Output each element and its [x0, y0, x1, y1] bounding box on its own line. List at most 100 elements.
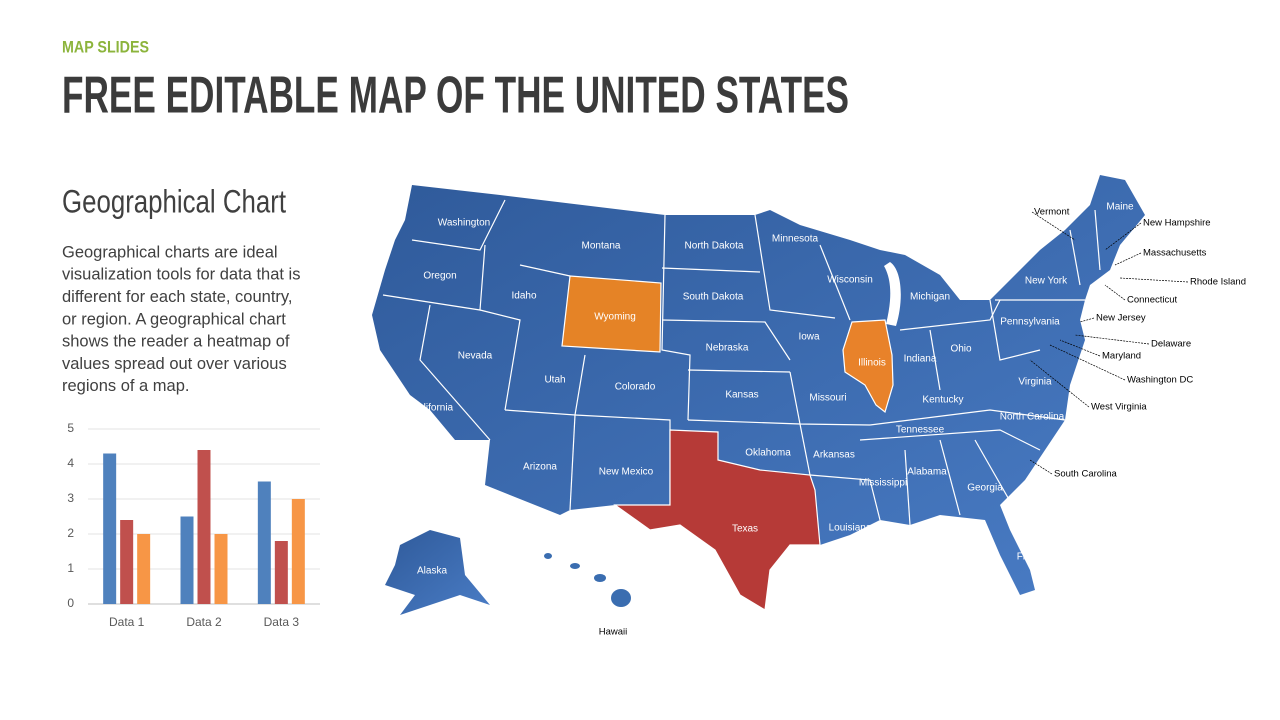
leader-line — [1119, 277, 1189, 283]
wyoming-highlight — [561, 275, 662, 353]
state-callout: South Carolina — [1054, 469, 1118, 480]
state-label: New Mexico — [599, 467, 654, 478]
body-line: different for each state, country, — [62, 288, 293, 306]
body-line: Geographical charts are ideal — [62, 243, 278, 261]
leader-line — [1031, 211, 1076, 241]
state-label: Missouri — [809, 393, 846, 404]
body-text: Geographical charts are ideal visualizati… — [62, 243, 300, 395]
state-label: Georgia — [967, 483, 1003, 494]
state-label: North Dakota — [685, 241, 744, 252]
state-callout: Vermont — [1034, 207, 1070, 218]
body-line: or region. A geographical chart — [62, 310, 286, 328]
x-tick-label: Data 3 — [264, 615, 300, 629]
leader-line — [1114, 252, 1142, 266]
y-tick-label: 1 — [67, 561, 74, 575]
leader-line — [1104, 284, 1126, 301]
state-label: Indiana — [904, 354, 937, 365]
state-label: New York — [1025, 276, 1068, 287]
bar — [180, 516, 194, 604]
state-callout: Washington DC — [1127, 375, 1193, 386]
state-label: Louisiana — [829, 523, 872, 534]
state-label: Illinois — [858, 358, 886, 369]
state-label: Wisconsin — [827, 275, 873, 286]
state-label: Michigan — [910, 292, 950, 303]
texas-highlight — [613, 429, 821, 611]
illinois-highlight — [842, 319, 894, 414]
state-label: South Dakota — [683, 292, 744, 303]
state-label: California — [411, 403, 454, 414]
state-label: Kansas — [725, 390, 758, 401]
state-label: Arkansas — [813, 450, 855, 461]
state-callout: Connecticut — [1127, 295, 1178, 306]
state-label: Florida — [1017, 552, 1048, 563]
state-label: North Carolina — [1000, 412, 1065, 423]
section-title: Geographical Chart — [62, 183, 286, 219]
state-label: Wyoming — [594, 312, 636, 323]
state-label: Oregon — [423, 271, 456, 282]
alaska — [385, 530, 490, 615]
state-callout: Rhode Island — [1190, 277, 1246, 288]
state-callout: New Hampshire — [1143, 218, 1211, 229]
bar — [120, 520, 134, 604]
body-line: values spread out over various — [62, 355, 287, 373]
bar — [103, 453, 117, 604]
state-label: Washington — [438, 218, 490, 229]
bar — [257, 481, 271, 604]
leader-line — [1104, 222, 1142, 251]
state-label: Virginia — [1018, 377, 1052, 388]
state-label: Tennessee — [896, 425, 945, 436]
state-label: Alabama — [907, 467, 947, 478]
state-label: Ohio — [950, 344, 972, 355]
lake-michigan — [884, 262, 901, 326]
state-label: Pennsylvania — [1000, 317, 1060, 328]
leader-line — [1029, 359, 1090, 408]
y-tick-label: 4 — [67, 456, 74, 470]
body-line: shows the reader a heatmap of — [62, 333, 290, 351]
state-label: Arizona — [523, 462, 557, 473]
state-label: Iowa — [798, 332, 820, 343]
state-label: Nebraska — [706, 343, 749, 354]
state-callout: Delaware — [1151, 339, 1191, 350]
leader-line — [1074, 334, 1150, 345]
body-line: regions of a map. — [62, 377, 190, 395]
slide-label: MAP SLIDES — [62, 37, 149, 56]
slide-title: FREE EDITABLE MAP OF THE UNITED STATES — [62, 67, 849, 125]
bar — [137, 534, 151, 604]
y-tick-label: 3 — [67, 491, 74, 505]
contiguous-us — [372, 175, 1145, 610]
state-callout: Maryland — [1102, 351, 1141, 362]
state-label: Idaho — [511, 291, 536, 302]
hawaii — [544, 553, 631, 607]
state-callout: West Virginia — [1091, 402, 1147, 413]
state-label: Colorado — [615, 382, 656, 393]
state-label: Minnesota — [772, 234, 819, 245]
us-map: Washington Oregon California Nevada Idaho Mon… — [372, 175, 1246, 638]
state-label: Kentucky — [922, 395, 963, 406]
x-tick-label: Data 2 — [186, 615, 222, 629]
state-callout: New Jersey — [1096, 313, 1146, 324]
y-tick-label: 2 — [67, 526, 74, 540]
state-label: Oklahoma — [745, 448, 791, 459]
state-label: Nevada — [458, 351, 493, 362]
state-label: Mississippi — [859, 478, 907, 489]
state-label: Montana — [582, 241, 621, 252]
state-callout: Hawaii — [599, 627, 628, 638]
bar — [214, 534, 228, 604]
bar — [197, 450, 211, 604]
state-label: Utah — [544, 375, 565, 386]
state-label: Alaska — [417, 566, 447, 577]
y-tick-label: 5 — [67, 421, 74, 435]
body-line: visualization tools for data that is — [62, 266, 300, 284]
leader-line — [1079, 317, 1095, 323]
leader-line — [1049, 344, 1126, 381]
state-callout: Massachusetts — [1143, 248, 1207, 259]
x-tick-label: Data 1 — [109, 615, 145, 629]
leader-line — [1059, 339, 1101, 357]
y-tick-label: 0 — [67, 596, 74, 610]
bar — [274, 541, 288, 604]
state-label: Texas — [732, 524, 758, 535]
bar — [291, 499, 305, 604]
bar-chart: 0 1 2 3 4 5 Data 1 Data 2 Data 3 — [67, 421, 320, 629]
